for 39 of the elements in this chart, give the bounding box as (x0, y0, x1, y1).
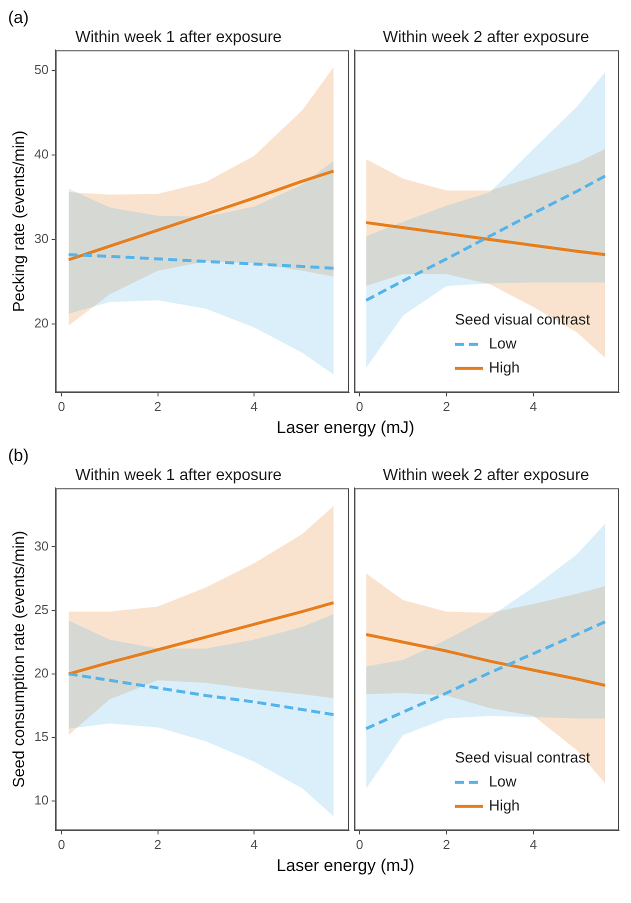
x-tick-label: 4 (250, 398, 258, 414)
y-tick-label: 30 (34, 231, 49, 246)
text: (b) (8, 446, 30, 466)
x-tick-label: 0 (58, 398, 66, 414)
legend-label: Low (488, 336, 517, 353)
y-axis-title: Seed consumption rate (events/min) (11, 530, 28, 788)
x-tick-label: 4 (250, 836, 258, 852)
y-tick-label: 15 (34, 729, 49, 744)
y-tick-label: 25 (34, 602, 49, 617)
chart-title: Within week 2 after exposure (382, 29, 590, 46)
y-tick-label: 40 (34, 146, 49, 162)
x-tick-label: 2 (442, 398, 450, 414)
legend-label: High (488, 360, 520, 377)
y-tick-label: 20 (34, 666, 49, 681)
chart-title: Within week 1 after exposure (75, 467, 282, 484)
legend-title: Seed visual contrast (454, 750, 591, 767)
y-tick-label: 20 (34, 316, 49, 331)
y-tick-label: 30 (34, 538, 49, 554)
x-tick-label: 0 (356, 398, 364, 414)
x-tick-label: 4 (530, 398, 538, 414)
x-tick-label: 2 (154, 836, 162, 852)
line-series (67, 672, 336, 716)
legend-label: High (488, 798, 520, 815)
chart-title: Within week 1 after exposure (75, 29, 282, 46)
line-series (67, 253, 336, 270)
x-axis-title: Laser energy (mJ) (276, 856, 416, 876)
x-tick-label: 4 (530, 836, 538, 852)
x-tick-label: 0 (356, 836, 364, 852)
chart-title: Within week 2 after exposure (382, 467, 590, 484)
legend-title: Seed visual contrast (454, 312, 591, 329)
y-tick-label: 10 (34, 792, 49, 808)
x-tick-label: 0 (58, 836, 66, 852)
x-tick-label: 2 (154, 398, 162, 414)
y-tick-label: 50 (34, 62, 49, 78)
legend-label: Low (488, 774, 517, 791)
x-axis-title: Laser energy (mJ) (276, 418, 416, 438)
text: (a) (8, 8, 30, 28)
y-axis-title: Pecking rate (events/min) (11, 130, 28, 312)
x-tick-label: 2 (442, 836, 450, 852)
